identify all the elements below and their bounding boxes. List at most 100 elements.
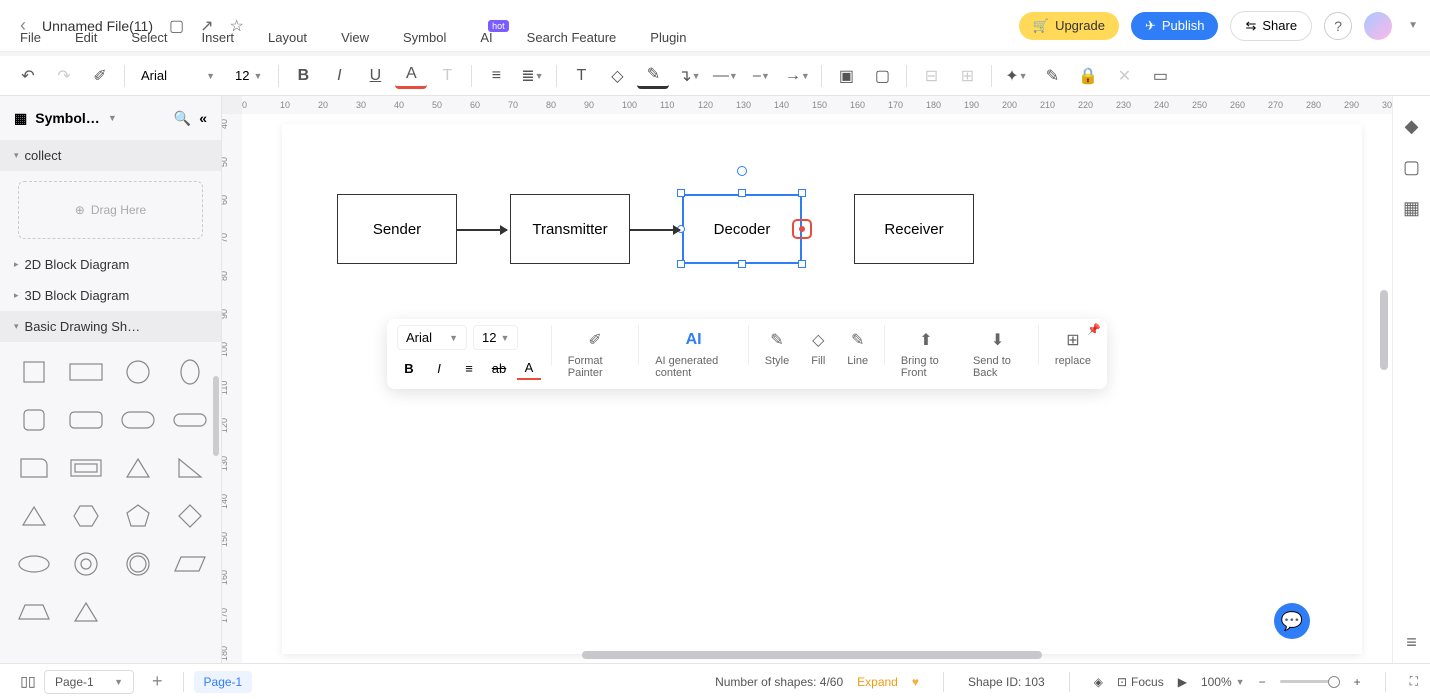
- bold-button[interactable]: B: [287, 60, 319, 92]
- collapse-sidebar-icon[interactable]: «: [199, 110, 207, 126]
- fullscreen-icon[interactable]: ⛶: [1410, 674, 1418, 689]
- sidebar-section-3d[interactable]: ▸ 3D Block Diagram: [0, 280, 221, 311]
- connection-point-active[interactable]: [792, 219, 812, 239]
- library-icon[interactable]: ▦: [14, 110, 27, 127]
- menu-insert[interactable]: Insert: [202, 30, 235, 45]
- upgrade-button[interactable]: 🛒 Upgrade: [1019, 12, 1119, 40]
- shape-frame[interactable]: [64, 448, 108, 488]
- line-style-button[interactable]: —▼: [709, 60, 741, 92]
- canvas-horizontal-scrollbar[interactable]: [582, 651, 1042, 659]
- ctx-text-color[interactable]: A: [517, 356, 541, 380]
- page-tab-1[interactable]: Page-1: [194, 671, 253, 693]
- page-dropdown[interactable]: Page-1 ▼: [44, 670, 134, 694]
- selection-handle-nw[interactable]: [677, 189, 685, 197]
- zoom-slider[interactable]: [1280, 680, 1340, 683]
- text-color-button[interactable]: A: [395, 63, 427, 89]
- heart-icon[interactable]: ♥: [912, 675, 919, 689]
- zoom-out-button[interactable]: −: [1259, 675, 1266, 689]
- tools-button[interactable]: ✕: [1108, 60, 1140, 92]
- shape-ring[interactable]: [116, 544, 160, 584]
- shape-trapezoid[interactable]: [12, 592, 56, 632]
- menu-edit[interactable]: Edit: [75, 30, 97, 45]
- line-weight-button[interactable]: ⎯▼: [745, 60, 777, 92]
- theme-icon[interactable]: ◆: [1405, 116, 1419, 137]
- layer-forward-button[interactable]: ▣: [830, 60, 862, 92]
- shape-ellipse-tall[interactable]: [168, 352, 212, 392]
- menu-select[interactable]: Select: [131, 30, 167, 45]
- ctx-bold[interactable]: B: [397, 356, 421, 380]
- shape-single-round[interactable]: [12, 448, 56, 488]
- settings-icon[interactable]: ≡: [1406, 632, 1417, 653]
- align-vertical-button[interactable]: ≣▼: [516, 60, 548, 92]
- layer-backward-button[interactable]: ▢: [866, 60, 898, 92]
- shape-ellipse[interactable]: [12, 544, 56, 584]
- layers-icon[interactable]: ◈: [1094, 675, 1103, 689]
- shape-stadium[interactable]: [168, 400, 212, 440]
- font-size-select[interactable]: 12 ▼: [227, 64, 270, 87]
- publish-button[interactable]: ✈ Publish: [1131, 12, 1219, 40]
- sidebar-section-basic[interactable]: ▾ Basic Drawing Sh…: [0, 311, 221, 342]
- italic-button[interactable]: I: [323, 60, 355, 92]
- ctx-style[interactable]: ✎ Style: [759, 325, 795, 371]
- arrow-style-button[interactable]: →▼: [781, 60, 813, 92]
- menu-plugin[interactable]: Plugin: [650, 30, 686, 45]
- pin-icon[interactable]: 📌: [1087, 323, 1101, 336]
- share-button[interactable]: ⇆ Share: [1230, 11, 1312, 41]
- shape-circle[interactable]: [116, 352, 160, 392]
- ctx-ai[interactable]: AI AI generated content: [649, 325, 738, 383]
- shape-rounded-rect[interactable]: [64, 400, 108, 440]
- user-menu-caret[interactable]: ▼: [1408, 20, 1418, 31]
- shape-square[interactable]: [12, 352, 56, 392]
- selection-handle-s[interactable]: [738, 260, 746, 268]
- help-button[interactable]: ?: [1324, 12, 1352, 40]
- align-objects-button[interactable]: ⊟: [915, 60, 947, 92]
- shape-donut[interactable]: [64, 544, 108, 584]
- menu-view[interactable]: View: [341, 30, 369, 45]
- text-tool-button[interactable]: T: [565, 60, 597, 92]
- shape-pentagon[interactable]: [116, 496, 160, 536]
- undo-button[interactable]: ↶: [12, 60, 44, 92]
- shape-rectangle[interactable]: [64, 352, 108, 392]
- focus-toggle[interactable]: ⊡ Focus: [1117, 675, 1164, 689]
- box-transmitter[interactable]: Transmitter: [510, 194, 630, 264]
- menu-ai[interactable]: AI hot: [480, 30, 492, 45]
- distribute-button[interactable]: ⊞: [951, 60, 983, 92]
- underline-button[interactable]: U: [359, 60, 391, 92]
- chat-assistant-button[interactable]: 💬: [1274, 603, 1310, 639]
- drag-here-zone[interactable]: ⊕ Drag Here: [18, 181, 203, 239]
- ctx-send-back[interactable]: ⬇ Send to Back: [967, 325, 1028, 383]
- shape-diamond[interactable]: [168, 496, 212, 536]
- effects-button[interactable]: ✦▼: [1000, 60, 1032, 92]
- arrow-sender-transmitter[interactable]: [457, 229, 507, 231]
- connector-type-button[interactable]: ↴▼: [673, 60, 705, 92]
- selection-handle-ne[interactable]: [798, 189, 806, 197]
- zoom-value[interactable]: 100% ▼: [1201, 675, 1245, 689]
- ctx-fill[interactable]: ◇ Fill: [805, 325, 831, 371]
- properties-icon[interactable]: ▢: [1403, 157, 1420, 178]
- ctx-size-select[interactable]: 12 ▼: [473, 325, 518, 350]
- font-family-select[interactable]: Arial ▼: [133, 64, 223, 87]
- redo-button[interactable]: ↷: [48, 60, 80, 92]
- ctx-bring-front[interactable]: ⬆ Bring to Front: [895, 325, 957, 383]
- box-sender[interactable]: Sender: [337, 194, 457, 264]
- canvas-vertical-scrollbar[interactable]: [1380, 290, 1388, 370]
- shape-triangle3[interactable]: [64, 592, 108, 632]
- zoom-in-button[interactable]: +: [1354, 675, 1361, 689]
- sidebar-section-collect[interactable]: ▾ collect: [0, 140, 221, 171]
- ctx-align[interactable]: ≡: [457, 356, 481, 380]
- shape-pill[interactable]: [116, 400, 160, 440]
- menu-symbol[interactable]: Symbol: [403, 30, 446, 45]
- rotation-handle[interactable]: [737, 166, 747, 176]
- lock-button[interactable]: 🔒: [1072, 60, 1104, 92]
- shape-triangle2[interactable]: [12, 496, 56, 536]
- shape-hexagon[interactable]: [64, 496, 108, 536]
- add-page-button[interactable]: +: [142, 671, 173, 692]
- format-painter-button[interactable]: ✐: [84, 60, 116, 92]
- menu-search[interactable]: Search Feature: [527, 30, 617, 45]
- expand-link[interactable]: Expand: [857, 675, 898, 689]
- shape-right-triangle[interactable]: [168, 448, 212, 488]
- align-left-button[interactable]: ≡: [480, 60, 512, 92]
- play-icon[interactable]: ▶: [1178, 675, 1187, 689]
- ctx-italic[interactable]: I: [427, 356, 451, 380]
- box-receiver[interactable]: Receiver: [854, 194, 974, 264]
